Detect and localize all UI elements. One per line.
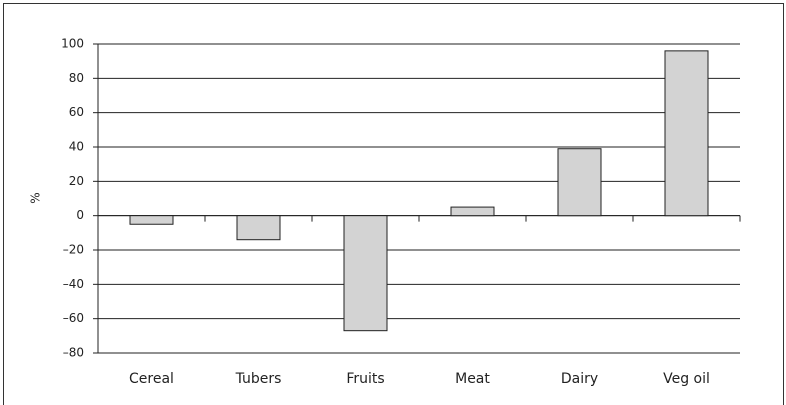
x-tick-label: Fruits (346, 371, 384, 387)
bar (236, 215, 281, 241)
y-tick-label: 40 (69, 140, 84, 154)
y-tick-label: 60 (69, 105, 84, 119)
x-tick-label: Meat (455, 371, 490, 387)
y-tick-label: 0 (76, 208, 84, 222)
bar (129, 215, 174, 225)
y-tick-label: 20 (69, 174, 84, 188)
frame (3, 3, 784, 405)
x-tick-label: Dairy (561, 371, 598, 387)
x-tick-label: Cereal (129, 371, 174, 387)
bar (557, 148, 602, 217)
y-axis-label: % (29, 192, 43, 203)
bar (343, 215, 388, 332)
y-tick-label: –40 (63, 277, 84, 291)
y-tick-label: 100 (61, 37, 84, 51)
y-tick-label: –20 (63, 243, 84, 257)
x-tick-label: Tubers (235, 371, 282, 387)
bar (664, 50, 709, 217)
y-tick-label: –80 (63, 346, 84, 360)
bar (450, 206, 495, 217)
y-tick-label: 80 (69, 71, 84, 85)
x-tick-label: Veg oil (663, 371, 710, 387)
y-tick-label: –60 (63, 311, 84, 325)
